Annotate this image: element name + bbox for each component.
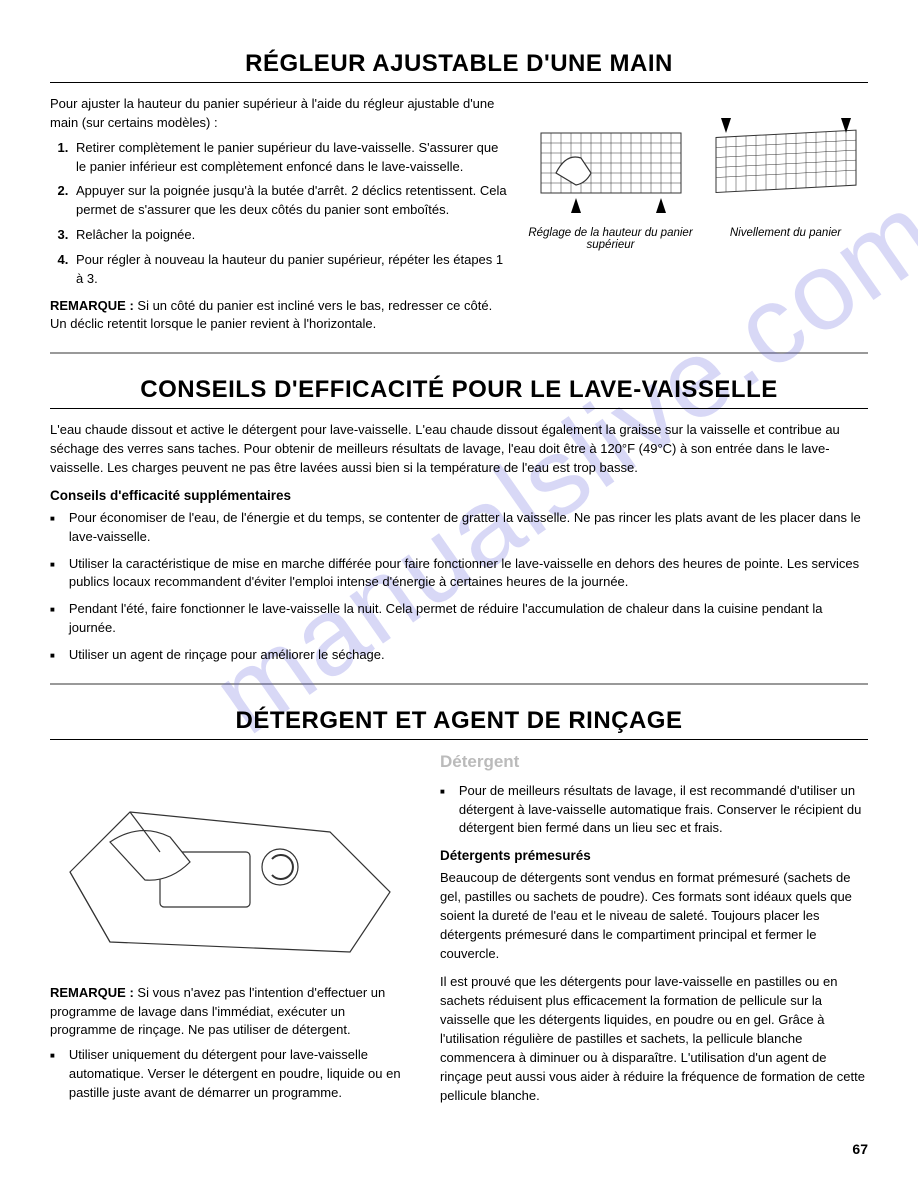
title-underline-2 (50, 408, 868, 409)
section3-title: DÉTERGENT ET AGENT DE RINÇAGE (50, 707, 868, 735)
detergent-heading: Détergent (440, 752, 868, 772)
figure-2: Nivellement du panier (703, 103, 868, 251)
step-2: Appuyer sur la poignée jusqu'à la butée … (72, 182, 508, 220)
bullet-4: Utiliser un agent de rinçage pour amélio… (50, 646, 868, 665)
section3-right-subhead: Détergents prémesurés (440, 848, 868, 863)
divider-1 (50, 352, 868, 354)
figure-1: Réglage de la hauteur du panier supérieu… (528, 103, 693, 251)
rack-height-illustration (528, 103, 693, 223)
section-detergent: DÉTERGENT ET AGENT DE RINÇAGE (50, 707, 868, 1111)
right-para-2: Il est prouvé que les détergents pour la… (440, 973, 868, 1105)
section1-note: REMARQUE : Si un côté du panier est incl… (50, 297, 508, 335)
section1-left: Pour ajuster la hauteur du panier supéri… (50, 95, 508, 334)
rack-level-illustration (703, 103, 868, 223)
dispenser-illustration (50, 752, 410, 972)
section2-subhead: Conseils d'efficacité supplémentaires (50, 488, 868, 503)
right-para-1: Beaucoup de détergents sont vendus en fo… (440, 869, 868, 963)
step-1: Retirer complètement le panier supérieur… (72, 139, 508, 177)
section1-steps: Retirer complètement le panier supérieur… (50, 139, 508, 289)
page-number: 67 (50, 1141, 868, 1157)
section-adjuster: RÉGLEUR AJUSTABLE D'UNE MAIN Pour ajuste… (50, 50, 868, 334)
note-label: REMARQUE : (50, 298, 134, 313)
note-label-3: REMARQUE : (50, 985, 134, 1000)
section1-title: RÉGLEUR AJUSTABLE D'UNE MAIN (50, 50, 868, 78)
section3-right-bullets: Pour de meilleurs résultats de lavage, i… (440, 782, 868, 839)
section3-left-bullets: Utiliser uniquement du détergent pour la… (50, 1046, 410, 1103)
detergent-left: REMARQUE : Si vous n'avez pas l'intentio… (50, 752, 410, 1111)
section2-bullets: Pour économiser de l'eau, de l'énergie e… (50, 509, 868, 665)
divider-2 (50, 683, 868, 685)
caption-1: Réglage de la hauteur du panier supérieu… (528, 227, 693, 251)
section1-intro: Pour ajuster la hauteur du panier supéri… (50, 95, 508, 133)
bullet-2: Utiliser la caractéristique de mise en m… (50, 555, 868, 593)
section3-left-note: REMARQUE : Si vous n'avez pas l'intentio… (50, 984, 410, 1041)
detergent-right: Détergent Pour de meilleurs résultats de… (440, 752, 868, 1111)
caption-2: Nivellement du panier (703, 227, 868, 239)
left-bullet-1: Utiliser uniquement du détergent pour la… (50, 1046, 410, 1103)
step-3: Relâcher la poignée. (72, 226, 508, 245)
section-efficiency: CONSEILS D'EFFICACITÉ POUR LE LAVE-VAISS… (50, 376, 868, 664)
right-bullet-1: Pour de meilleurs résultats de lavage, i… (440, 782, 868, 839)
title-underline (50, 82, 868, 83)
section2-title: CONSEILS D'EFFICACITÉ POUR LE LAVE-VAISS… (50, 376, 868, 404)
bullet-1: Pour économiser de l'eau, de l'énergie e… (50, 509, 868, 547)
title-underline-3 (50, 739, 868, 740)
section1-figures: Réglage de la hauteur du panier supérieu… (528, 95, 868, 334)
step-4: Pour régler à nouveau la hauteur du pani… (72, 251, 508, 289)
section2-intro: L'eau chaude dissout et active le déterg… (50, 421, 868, 478)
bullet-3: Pendant l'été, faire fonctionner le lave… (50, 600, 868, 638)
